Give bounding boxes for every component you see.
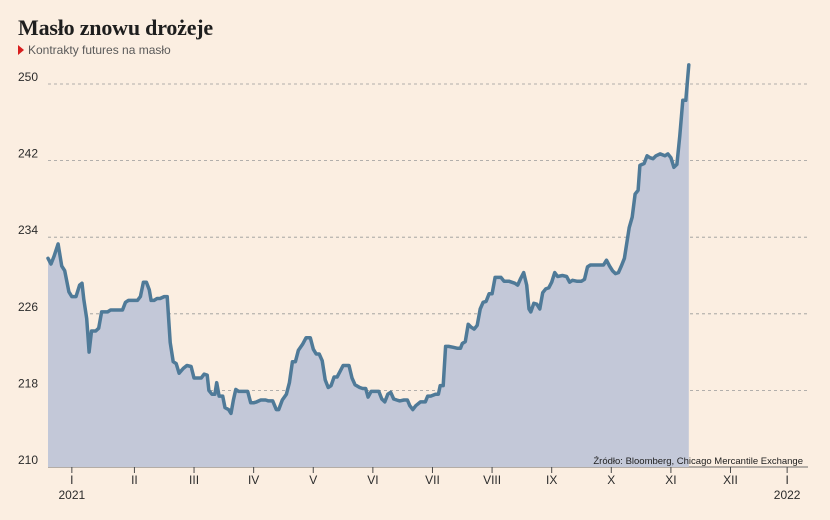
source-note: Źródło: Bloomberg, Chicago Mercantile Ex…	[593, 456, 803, 467]
y-tick-label: 226	[18, 300, 38, 314]
y-tick-label: 210	[18, 453, 38, 467]
x-tick-label: IX	[546, 473, 557, 487]
x-tick-label: XI	[665, 473, 676, 487]
y-axis-labels: 210 218 226 234 242 250	[18, 70, 38, 467]
x-tick-label: I	[785, 473, 788, 487]
chart-subtitle: Kontrakty futures na masło	[18, 43, 171, 57]
x-tick-label: II	[131, 473, 138, 487]
x-tick-label: V	[309, 473, 317, 487]
x-tick-label: XII	[723, 473, 738, 487]
x-tick-label: X	[607, 473, 615, 487]
x-tick-label: VIII	[483, 473, 501, 487]
x-tick-label: III	[189, 473, 199, 487]
y-tick-label: 250	[18, 70, 38, 84]
x-tick-label: VII	[425, 473, 440, 487]
chart-title: Masło znowu drożeje	[18, 15, 213, 40]
y-tick-label: 234	[18, 223, 38, 237]
price-area	[48, 64, 689, 468]
subtitle-marker-icon	[18, 45, 24, 55]
x-tick-label: IV	[248, 473, 259, 487]
year-label: 2022	[774, 488, 801, 502]
x-tick-label: I	[70, 473, 73, 487]
y-tick-label: 242	[18, 147, 38, 161]
price-line	[46, 63, 691, 416]
year-label: 2021	[58, 488, 85, 502]
x-tick-label: VI	[367, 473, 378, 487]
subtitle-text: Kontrakty futures na masło	[28, 43, 171, 57]
y-tick-label: 218	[18, 376, 38, 390]
